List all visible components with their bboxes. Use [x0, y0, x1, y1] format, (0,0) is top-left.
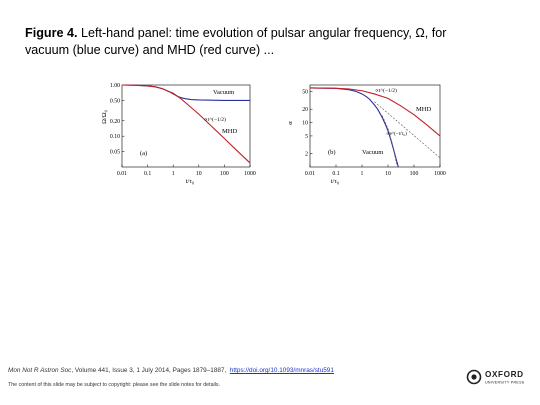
- panel-a-frame: [121, 84, 251, 168]
- x-tick-label: 1: [172, 171, 175, 177]
- panel-b-vacuum-label: Vacuum: [362, 149, 383, 156]
- logo-subtitle: UNIVERSITY PRESS: [485, 381, 525, 385]
- caption-label: Figure 4.: [25, 26, 78, 40]
- panel-a-mhd-label: MHD: [222, 128, 237, 135]
- journal-name: Mon Not R Astron Soc: [8, 367, 72, 374]
- panel-a-vacuum-label: Vacuum: [213, 89, 234, 96]
- panel-b-exp-guide: [381, 115, 398, 167]
- logo-dot-icon: [471, 374, 477, 380]
- x-tick-label: 1000: [244, 171, 256, 177]
- citation: Mon Not R Astron Soc, Volume 441, Issue …: [8, 367, 334, 374]
- citation-details: , Volume 441, Issue 3, 1 July 2014, Page…: [71, 367, 227, 374]
- copyright-notice: The content of this slide may be subject…: [8, 382, 220, 388]
- x-tick-label: 0.1: [144, 171, 151, 177]
- x-tick-label: 1: [361, 171, 364, 177]
- y-tick-label: 5: [305, 134, 308, 140]
- panel-b-exp-label: ∝e^(−t/τ₀): [386, 132, 407, 137]
- figure-svg: 0.01 0.1 1 10 100 1000 1.00 0.50 0.20 0.10 0.05 V…: [101, 83, 446, 185]
- y-tick-label: 50: [302, 89, 308, 95]
- panel-b-ylabel: α: [287, 121, 294, 125]
- x-tick-label: 10: [196, 171, 202, 177]
- panel-b-mhd-label: MHD: [416, 106, 431, 113]
- y-tick-label: 0.50: [110, 98, 120, 104]
- panel-b-xlabel: t/τ₀: [331, 178, 340, 185]
- panel-b-power-law-label: ∝t^(−1/2): [375, 87, 397, 94]
- oxford-logo: OXFORD UNIVERSITY PRESS: [466, 369, 525, 385]
- y-tick-label: 0.10: [110, 134, 120, 140]
- panel-b-frame: [309, 84, 441, 168]
- x-tick-label: 1000: [434, 171, 446, 177]
- panel-b: 0.01 0.1 1 10 100 1000 50 20 10 5 2 ∝t^(−1/2) MHD…: [287, 84, 446, 185]
- panel-a-mhd-line: [121, 84, 251, 164]
- y-tick-label: 0.05: [110, 150, 120, 156]
- panel-a-label: (a): [140, 150, 147, 157]
- x-tick-label: 100: [410, 171, 419, 177]
- figure-caption: Figure 4. Left-hand panel: time evolutio…: [25, 25, 485, 59]
- x-tick-label: 100: [220, 171, 229, 177]
- panel-a-ylabel: Ω/Ω₀: [101, 110, 108, 124]
- x-tick-label: 0.01: [117, 171, 127, 177]
- y-tick-label: 20: [302, 107, 308, 113]
- panel-b-power-law-guide: [374, 101, 441, 159]
- x-tick-label: 0.1: [332, 171, 339, 177]
- panel-a: 0.01 0.1 1 10 100 1000 1.00 0.50 0.20 0.10 0.05 V…: [101, 83, 256, 185]
- panel-b-vacuum-line: [309, 87, 399, 168]
- x-tick-label: 10: [385, 171, 391, 177]
- y-tick-label: 0.20: [110, 119, 120, 125]
- y-tick-label: 2: [305, 152, 308, 158]
- x-tick-label: 0.01: [305, 171, 315, 177]
- y-tick-label: 1.00: [110, 83, 120, 89]
- logo-ring-icon: [466, 369, 482, 385]
- panel-a-power-law-label: ∝t^(−1/2): [204, 116, 226, 123]
- logo-name: OXFORD: [485, 370, 524, 379]
- y-tick-label: 10: [302, 121, 308, 127]
- panel-b-mhd-line: [309, 87, 441, 137]
- panel-b-label: (b): [328, 149, 336, 156]
- panel-a-xlabel: t/τ₀: [186, 178, 195, 185]
- figure-panels: 0.01 0.1 1 10 100 1000 1.00 0.50 0.20 0.10 0.05 V…: [100, 75, 450, 195]
- doi-link[interactable]: https://doi.org/10.1093/mnras/stu591: [229, 367, 334, 374]
- caption-text: Left-hand panel: time evolution of pulsa…: [25, 26, 447, 57]
